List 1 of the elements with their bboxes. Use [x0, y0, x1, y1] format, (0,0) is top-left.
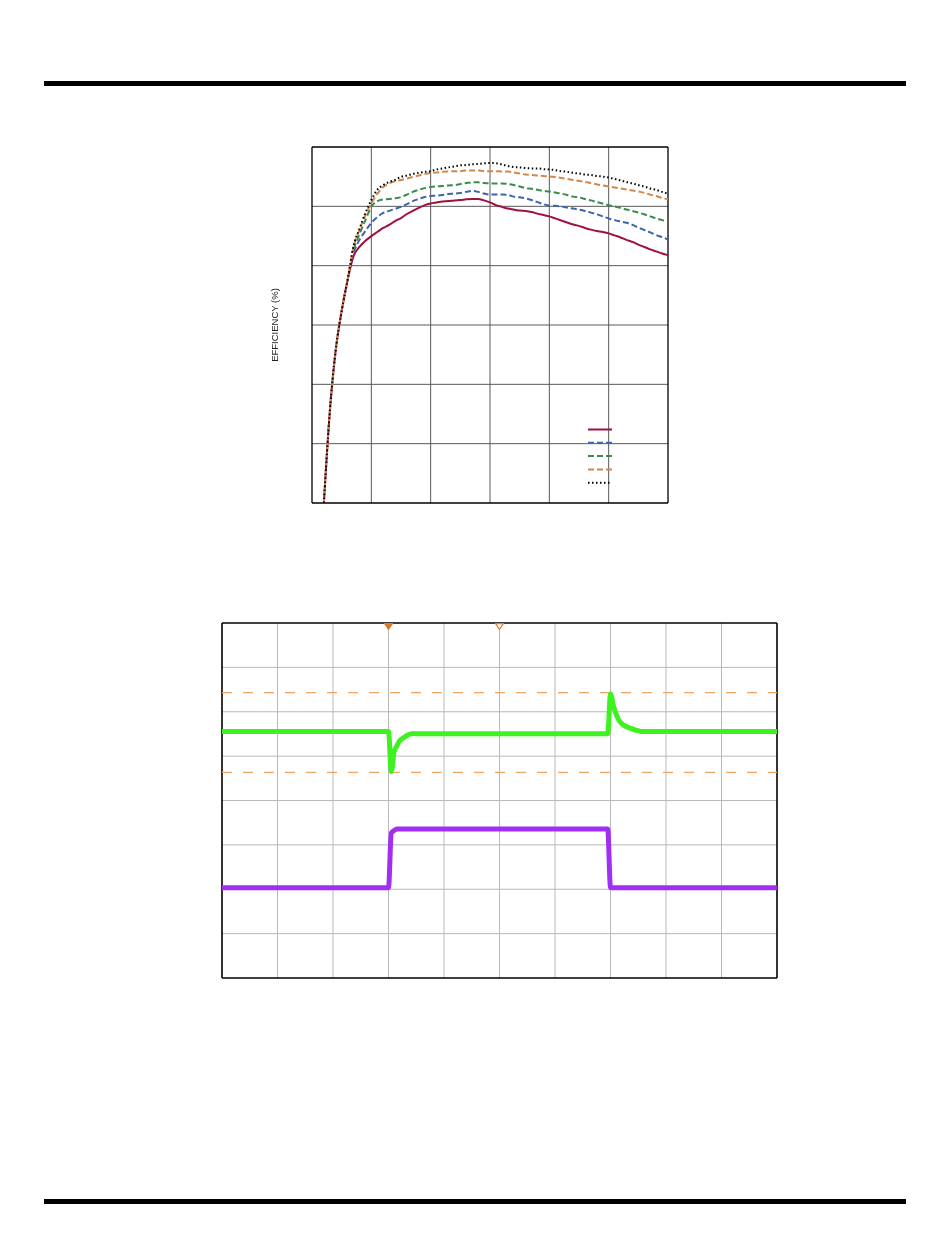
- y-axis-title: EFFICIENCY (%): [268, 288, 280, 362]
